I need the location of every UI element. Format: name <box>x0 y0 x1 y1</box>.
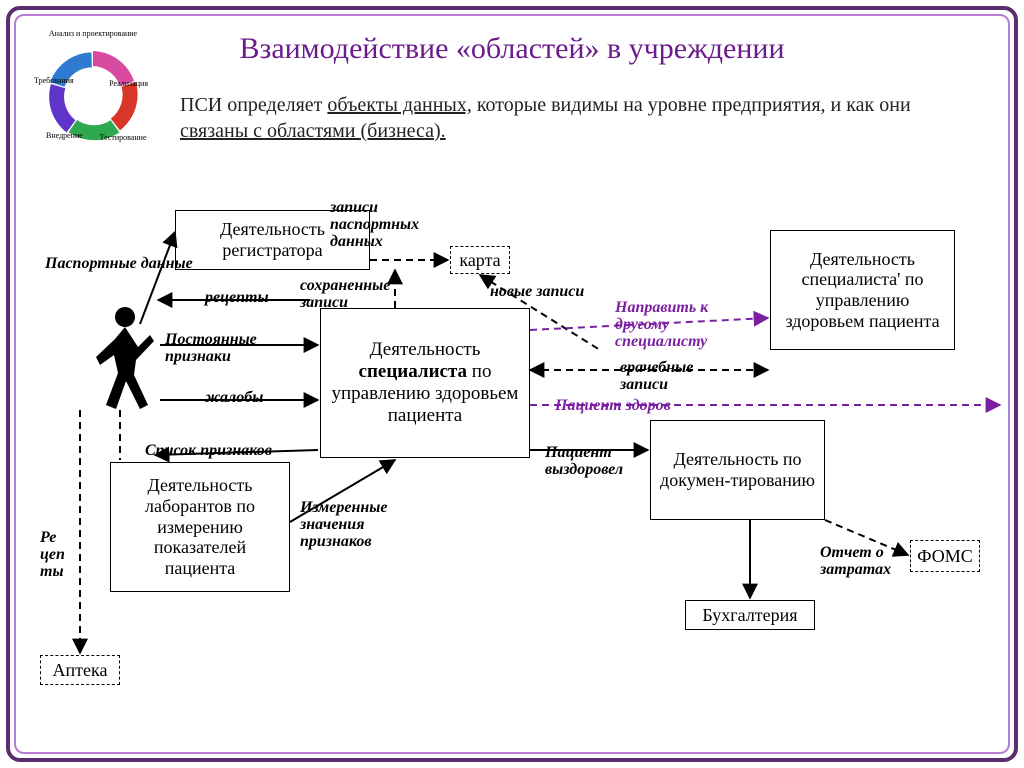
node-doc-label: Деятельность по докумен-тированию <box>657 449 818 490</box>
page-title: Взаимодействие «областей» в учреждении <box>0 32 1024 66</box>
node-foms: ФОМС <box>910 540 980 572</box>
label-saved_records: сохраненные записи <box>300 278 420 312</box>
label-recipes: рецепты <box>205 290 269 307</box>
node-accounting-label: Бухгалтерия <box>702 605 797 626</box>
label-healthy: Пациент здоров <box>555 398 671 415</box>
label-pass_records: записи паспортных данных <box>330 200 460 250</box>
node-specialist: Деятельность специалиста по управлению з… <box>320 308 530 458</box>
node-lab: Деятельность лаборантов по измерению пок… <box>110 462 290 592</box>
svg-text:Реализация: Реализация <box>109 79 148 88</box>
node-specialist-label: Деятельность специалиста по управлению з… <box>327 339 523 426</box>
label-constant: Постоянные признаки <box>165 332 285 366</box>
label-cost_report: Отчет о затратах <box>820 545 910 579</box>
label-symptom_list: Список признаков <box>145 443 272 460</box>
node-specialist2: Деятельность специалиста' по управлению … <box>770 230 955 350</box>
label-complaints: жалобы <box>205 390 263 407</box>
node-accounting: Бухгалтерия <box>685 600 815 630</box>
label-med_records: врачебные записи <box>620 360 720 394</box>
person-icon <box>90 305 160 415</box>
svg-text:Тестирование: Тестирование <box>100 133 147 142</box>
node-doc: Деятельность по докумен-тированию <box>650 420 825 520</box>
svg-text:Внедрение: Внедрение <box>46 131 83 140</box>
node-specialist2-label: Деятельность специалиста' по управлению … <box>777 249 948 332</box>
label-new_records: новые записи <box>490 284 584 301</box>
label-redirect: Направить к другому специалисту <box>615 300 735 350</box>
label-measured: Измеренные значения признаков <box>300 500 430 550</box>
label-recipe_v: Ре цеп ты <box>40 530 80 580</box>
node-foms-label: ФОМС <box>917 546 972 567</box>
node-card-label: карта <box>459 250 500 271</box>
node-pharmacy: Аптека <box>40 655 120 685</box>
label-passport: Паспортные данные <box>45 256 193 273</box>
label-recovered: Пациент выздоровел <box>545 445 665 479</box>
subtitle: ПСИ определяет объекты данных, которые в… <box>180 92 964 144</box>
node-pharmacy-label: Аптека <box>53 660 108 681</box>
node-lab-label: Деятельность лаборантов по измерению пок… <box>117 475 283 578</box>
svg-text:Требования: Требования <box>34 76 74 85</box>
